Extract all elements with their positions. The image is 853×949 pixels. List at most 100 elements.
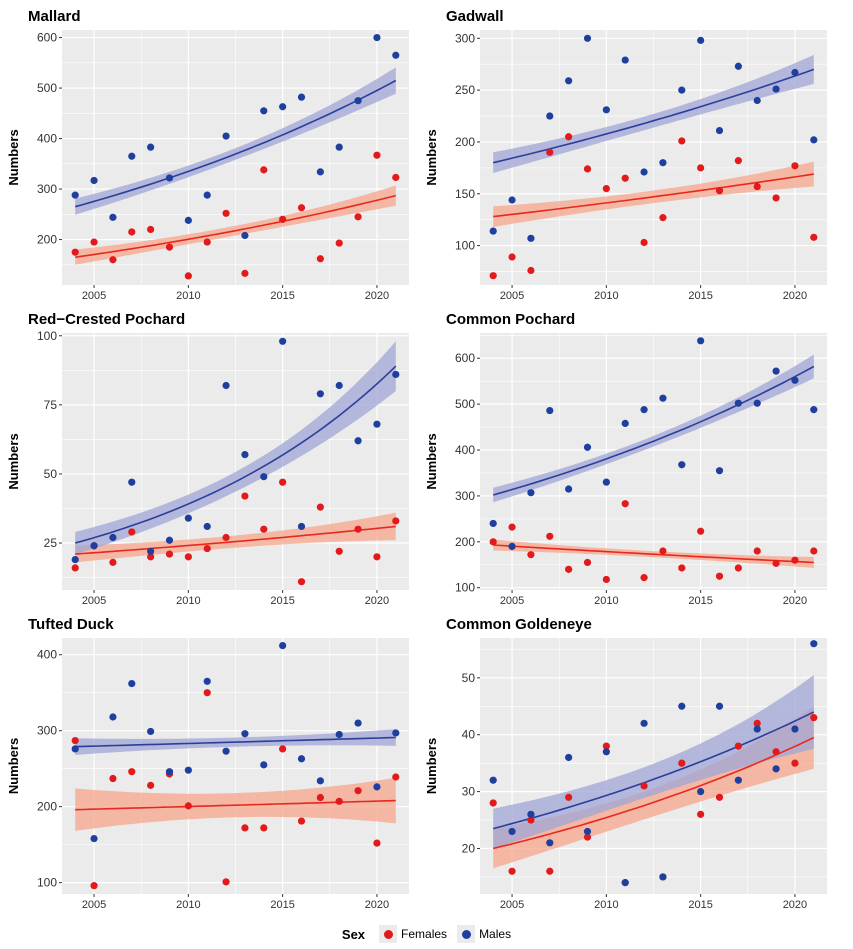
fit-line-males — [74, 79, 397, 208]
data-point-females — [508, 253, 516, 261]
data-point-males — [222, 381, 230, 390]
data-point-females — [489, 538, 497, 546]
data-point-females — [565, 133, 573, 141]
x-tick-label: 2015 — [270, 595, 294, 607]
y-tick-label: 100 — [37, 329, 57, 343]
x-tick-label: 2020 — [365, 290, 389, 302]
legend-key-males — [457, 925, 476, 943]
data-point-females — [222, 533, 230, 542]
legend-key-females — [379, 925, 398, 943]
data-point-females — [602, 184, 610, 193]
data-point-males — [147, 727, 155, 736]
data-point-males — [508, 542, 516, 551]
confidence-band-males — [75, 67, 396, 215]
data-point-males — [71, 191, 79, 199]
data-point-females — [71, 248, 79, 256]
data-point-females — [354, 525, 362, 533]
data-point-males — [392, 51, 400, 59]
data-point-females — [565, 565, 573, 573]
data-point-males — [165, 174, 174, 182]
data-point-females — [260, 525, 268, 533]
legend: Sex Females Males — [0, 922, 853, 946]
y-tick-label: 500 — [455, 397, 475, 411]
data-point-females — [222, 878, 230, 886]
confidence-band-females — [493, 161, 814, 227]
data-point-males — [734, 62, 742, 70]
data-point-females — [71, 736, 79, 745]
data-point-females — [810, 233, 818, 241]
data-point-females — [203, 689, 211, 697]
data-point-females — [508, 523, 516, 531]
data-point-males — [602, 106, 610, 114]
data-point-females — [392, 517, 400, 525]
data-point-males — [734, 776, 742, 784]
fit-line-males — [493, 68, 815, 164]
legend-label-females: Females — [401, 927, 448, 941]
data-point-males — [184, 216, 192, 224]
data-point-females — [527, 266, 535, 275]
data-point-males — [602, 478, 610, 486]
data-point-females — [791, 556, 799, 564]
data-point-males — [583, 827, 592, 836]
y-tick-label: 40 — [462, 728, 476, 742]
data-point-males — [583, 443, 592, 451]
data-point-females — [678, 759, 686, 767]
data-point-females — [753, 719, 761, 727]
data-point-females — [373, 553, 381, 561]
data-point-males — [659, 159, 667, 167]
y-tick-label: 30 — [462, 785, 476, 799]
data-point-males — [565, 485, 573, 493]
chart-title: Gadwall — [446, 8, 504, 25]
data-point-females — [109, 774, 117, 783]
data-point-males — [527, 489, 535, 497]
data-point-females — [316, 503, 324, 511]
data-point-females — [546, 148, 554, 156]
data-point-males — [659, 873, 667, 881]
data-point-males — [71, 745, 79, 753]
y-tick-label: 75 — [44, 398, 58, 412]
y-tick-label: 200 — [455, 535, 475, 549]
data-point-females — [335, 239, 343, 247]
data-point-females — [90, 882, 98, 890]
data-point-females — [583, 833, 592, 841]
data-point-females — [392, 773, 400, 781]
data-point-females — [147, 781, 155, 789]
data-point-males — [546, 406, 554, 415]
data-point-females — [128, 768, 136, 776]
data-point-females — [772, 748, 780, 756]
data-point-males — [90, 542, 98, 550]
data-point-males — [316, 168, 324, 176]
data-point-males — [791, 68, 799, 77]
data-point-females — [715, 793, 724, 801]
data-point-females — [203, 238, 211, 246]
data-point-males — [297, 93, 306, 101]
data-point-females — [772, 559, 780, 567]
y-tick-label: 100 — [455, 239, 475, 253]
data-point-females — [373, 839, 381, 847]
y-tick-label: 400 — [37, 132, 57, 146]
legend-dot-icon — [461, 929, 471, 939]
fit-line-males — [75, 736, 396, 748]
data-point-males — [810, 136, 818, 144]
data-point-females — [71, 564, 79, 572]
data-point-females — [109, 256, 117, 264]
data-point-females — [678, 137, 686, 145]
data-point-males — [565, 77, 573, 85]
data-point-females — [697, 810, 705, 818]
data-point-females — [659, 214, 667, 222]
data-point-females — [184, 553, 192, 561]
data-point-females — [260, 166, 268, 174]
data-point-females — [772, 194, 780, 202]
data-point-males — [659, 394, 667, 402]
x-tick-label: 2005 — [82, 290, 106, 302]
x-tick-label: 2010 — [176, 899, 200, 911]
x-tick-label: 2010 — [594, 290, 618, 302]
data-point-males — [715, 126, 724, 135]
data-point-females — [640, 782, 648, 790]
data-point-females — [678, 564, 686, 572]
data-point-females — [335, 797, 343, 805]
data-point-females — [165, 550, 174, 558]
data-point-females — [508, 867, 516, 875]
data-point-males — [772, 765, 780, 773]
